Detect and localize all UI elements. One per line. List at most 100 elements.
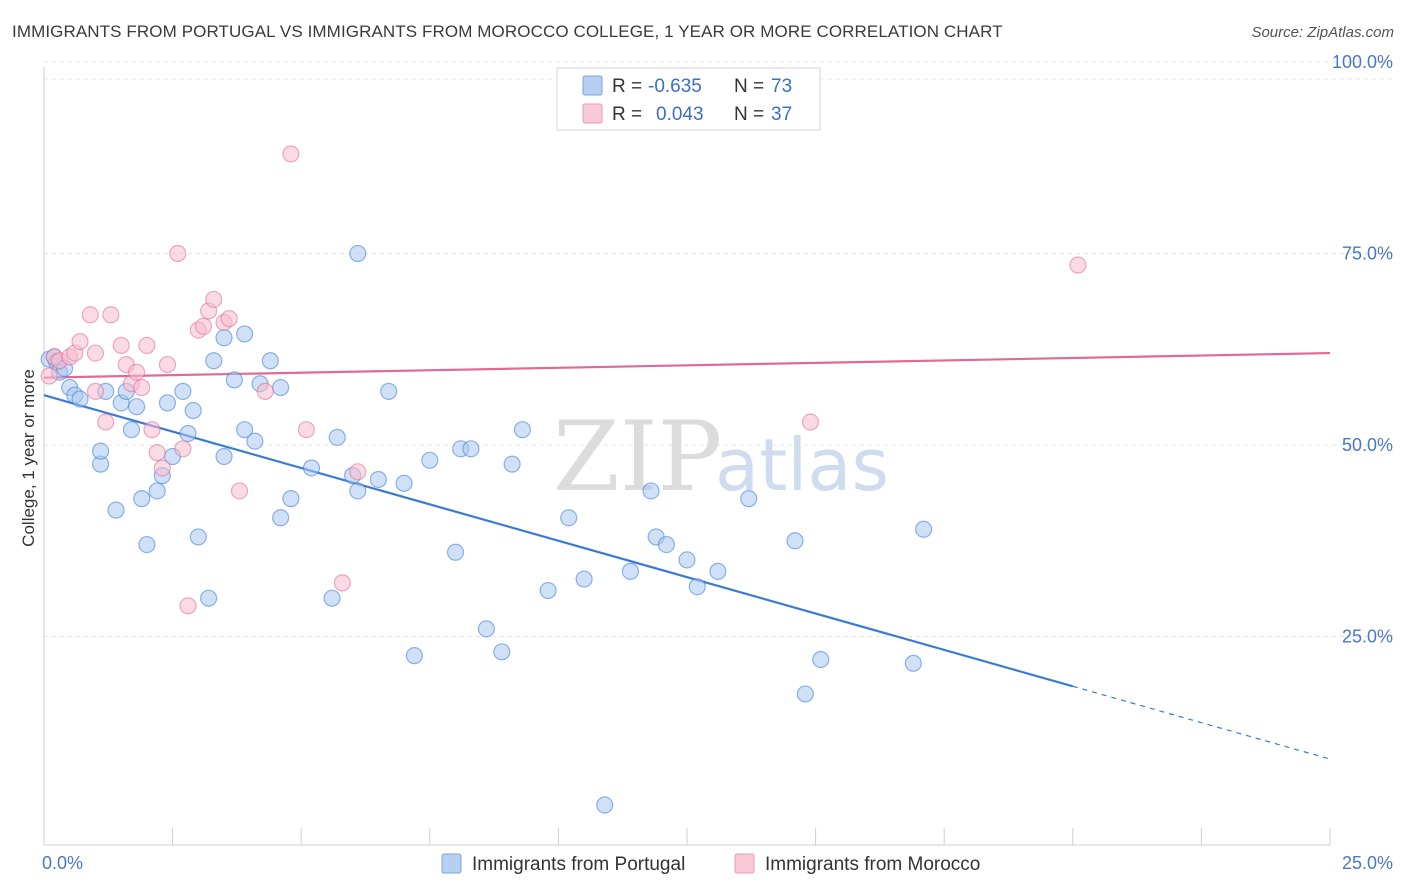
point-series0-53 (477, 620, 495, 638)
point-series0-14 (122, 421, 141, 439)
point-series0-62 (642, 482, 660, 500)
legend-r-value-2: 0.043 (656, 104, 704, 125)
point-series0-71 (812, 650, 830, 669)
x-tick-label-max: 25.0% (1342, 853, 1393, 873)
point-series1-0 (40, 367, 58, 385)
point-series0-59 (575, 570, 593, 588)
legend-r-label-1: R = (612, 76, 642, 97)
point-series0-57 (539, 581, 557, 600)
legend-box: R = -0.635 N = 73 R = 0.043 N = 37 (556, 67, 821, 131)
point-series0-36 (272, 378, 290, 397)
point-series0-18 (148, 482, 166, 500)
point-series0-69 (786, 532, 804, 550)
point-series0-55 (503, 455, 521, 473)
point-series0-35 (261, 352, 279, 370)
point-series0-11 (107, 501, 125, 519)
point-series0-48 (405, 647, 423, 665)
point-series0-64 (657, 535, 676, 554)
bottom-legend-label-morocco: Immigrants from Morocco (765, 854, 980, 875)
point-series1-18 (148, 444, 166, 462)
point-series0-70 (796, 685, 814, 703)
point-series1-33 (297, 421, 315, 439)
trend-lines (43, 351, 1331, 760)
point-series0-68 (740, 490, 758, 508)
point-series1-30 (230, 482, 249, 500)
point-series0-50 (446, 543, 465, 561)
point-series0-45 (369, 470, 387, 489)
point-series1-10 (102, 306, 120, 324)
point-series0-17 (138, 535, 156, 554)
point-series0-30 (225, 371, 243, 389)
point-series1-32 (282, 145, 300, 163)
point-series1-36 (801, 413, 820, 431)
point-series0-47 (395, 474, 413, 492)
legend-n-label-1: N = (734, 76, 764, 97)
point-series1-22 (174, 440, 192, 458)
point-series1-29 (220, 310, 238, 328)
point-series1-5 (71, 332, 89, 351)
legend-n-label-2: N = (734, 104, 764, 125)
point-series1-34 (333, 574, 351, 592)
point-series0-66 (688, 578, 706, 596)
legend-r-label-2: R = (612, 104, 642, 125)
point-series0-73 (915, 520, 933, 538)
legend-n-value-1: 73 (771, 76, 792, 97)
point-series0-27 (205, 352, 223, 370)
bottom-legend-swatch-morocco (734, 853, 755, 874)
point-series0-40 (323, 589, 341, 607)
point-series0-54 (493, 643, 511, 661)
watermark-atlas: atlas (715, 423, 889, 507)
y-tick-labels: 25.0% 50.0% 75.0% 100.0% (1332, 52, 1393, 647)
point-series0-49 (421, 451, 439, 469)
point-series1-8 (86, 382, 105, 400)
point-series1-6 (81, 306, 99, 324)
point-series1-7 (86, 344, 105, 362)
point-series1-27 (205, 290, 223, 309)
trend-line-series1 (43, 351, 1331, 379)
bottom-legend-swatch-portugal (441, 853, 462, 874)
y-axis-title: College, 1 year or more (19, 369, 38, 547)
watermark-zip: ZIP (553, 401, 722, 513)
point-series1-35 (349, 463, 367, 481)
point-series0-56 (513, 421, 531, 439)
data-points (40, 145, 1087, 814)
point-series0-37 (272, 509, 290, 527)
point-series0-44 (349, 244, 367, 263)
point-series0-7 (71, 390, 89, 408)
point-series0-60 (596, 796, 614, 814)
point-series0-58 (560, 509, 578, 527)
point-series0-24 (184, 401, 202, 420)
point-series1-37 (1069, 256, 1087, 274)
point-series0-65 (678, 551, 696, 569)
point-series1-11 (112, 336, 130, 355)
point-series1-19 (153, 459, 171, 477)
point-series0-32 (236, 325, 254, 343)
legend-r-value-1: -0.635 (648, 76, 702, 97)
point-series0-46 (380, 382, 398, 400)
point-series1-16 (138, 336, 156, 355)
grid-lines (44, 61, 1393, 637)
point-series1-23 (179, 597, 197, 615)
x-tick-label-min: 0.0% (42, 853, 83, 873)
trend-line-series0 (43, 394, 1074, 688)
y-tick-label-0: 25.0% (1342, 627, 1393, 647)
point-series0-16 (133, 490, 151, 508)
point-series0-25 (189, 528, 207, 546)
legend-swatch-morocco (582, 103, 603, 124)
point-series0-33 (246, 432, 264, 450)
bottom-legend-label-portugal: Immigrants from Portugal (472, 854, 685, 875)
y-tick-label-3: 100.0% (1332, 52, 1393, 72)
chart-title: IMMIGRANTS FROM PORTUGAL VS IMMIGRANTS F… (12, 22, 1003, 41)
y-tick-label-1: 50.0% (1342, 435, 1393, 455)
point-series1-14 (127, 363, 146, 381)
point-series1-20 (158, 355, 177, 374)
point-series0-20 (158, 394, 177, 412)
point-series0-9 (91, 442, 110, 460)
trend-line-extension-series0 (1072, 685, 1331, 760)
point-series0-26 (200, 589, 218, 607)
point-series1-21 (169, 244, 187, 263)
point-series0-72 (904, 654, 922, 672)
point-series0-31 (236, 421, 254, 439)
point-series0-28 (215, 447, 233, 466)
point-series0-61 (621, 562, 640, 580)
